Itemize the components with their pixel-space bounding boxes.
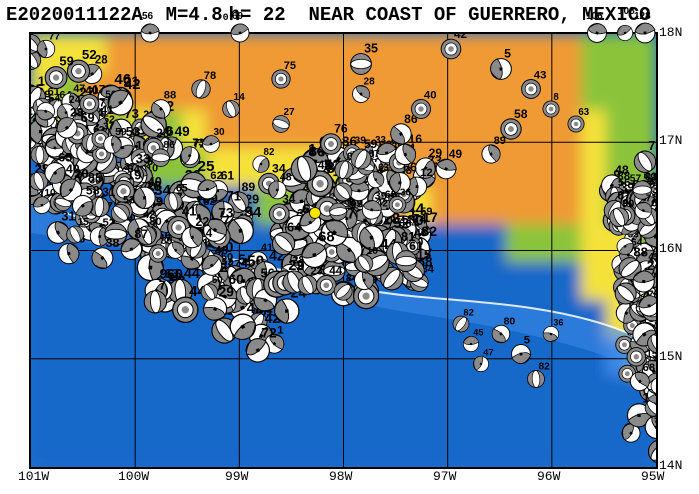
svg-text:82: 82 — [264, 147, 275, 158]
svg-text:88: 88 — [633, 245, 648, 260]
svg-text:29: 29 — [219, 285, 235, 300]
svg-text:48: 48 — [280, 171, 292, 183]
svg-text:73: 73 — [218, 206, 234, 221]
svg-text:73: 73 — [648, 139, 656, 153]
svg-text:75: 75 — [284, 60, 296, 72]
svg-text:68: 68 — [643, 362, 655, 374]
svg-text:40: 40 — [424, 90, 437, 102]
svg-text:42: 42 — [124, 77, 140, 93]
svg-text:40: 40 — [148, 174, 162, 189]
svg-text:53: 53 — [123, 194, 135, 206]
svg-text:36: 36 — [400, 188, 412, 199]
svg-text:68: 68 — [318, 230, 334, 246]
svg-text:43: 43 — [534, 70, 547, 82]
svg-text:31: 31 — [102, 186, 116, 199]
svg-text:10: 10 — [367, 246, 379, 257]
svg-text:71: 71 — [646, 193, 656, 204]
svg-text:47: 47 — [483, 348, 493, 358]
svg-text:49: 49 — [449, 147, 463, 161]
svg-text:52: 52 — [82, 47, 97, 62]
svg-text:71: 71 — [226, 188, 241, 203]
svg-text:87: 87 — [134, 227, 148, 241]
svg-text:54: 54 — [49, 93, 61, 105]
svg-text:29: 29 — [429, 146, 443, 160]
svg-text:20: 20 — [74, 166, 88, 181]
svg-text:106: 106 — [586, 11, 603, 22]
svg-text:36: 36 — [553, 318, 563, 328]
svg-text:54: 54 — [244, 204, 261, 221]
svg-text:65: 65 — [176, 183, 188, 195]
svg-text:19: 19 — [127, 167, 142, 182]
svg-text:89: 89 — [494, 135, 506, 147]
svg-text:24: 24 — [69, 94, 81, 106]
svg-text:83: 83 — [645, 171, 656, 183]
svg-text:90: 90 — [622, 198, 634, 210]
svg-text:59: 59 — [115, 126, 127, 138]
svg-text:46: 46 — [215, 244, 229, 258]
svg-text:59: 59 — [59, 54, 73, 69]
svg-text:86: 86 — [163, 139, 175, 151]
svg-text:28: 28 — [95, 54, 108, 66]
svg-text:30: 30 — [214, 127, 226, 138]
svg-text:82: 82 — [539, 362, 551, 373]
svg-text:24: 24 — [647, 259, 656, 273]
svg-text:39: 39 — [375, 191, 387, 203]
svg-text:49: 49 — [175, 124, 191, 139]
svg-text:12: 12 — [420, 167, 433, 179]
svg-text:27: 27 — [284, 107, 296, 118]
svg-text:64: 64 — [287, 219, 302, 234]
svg-text:5: 5 — [524, 335, 530, 347]
svg-text:61: 61 — [409, 239, 423, 253]
svg-text:69: 69 — [232, 11, 244, 22]
svg-text:37: 37 — [103, 121, 115, 132]
svg-text:88: 88 — [164, 90, 176, 102]
svg-text:44: 44 — [329, 265, 343, 278]
svg-text:14: 14 — [234, 92, 246, 103]
svg-text:22: 22 — [195, 215, 209, 229]
svg-text:5: 5 — [504, 47, 511, 61]
svg-text:15: 15 — [78, 217, 90, 228]
svg-text:48: 48 — [615, 163, 629, 177]
svg-text:82: 82 — [463, 307, 474, 318]
svg-text:78: 78 — [204, 70, 216, 82]
svg-text:80: 80 — [149, 216, 161, 228]
svg-text:10: 10 — [44, 188, 56, 199]
svg-text:41: 41 — [182, 203, 197, 218]
svg-text:28: 28 — [364, 77, 376, 88]
svg-text:8: 8 — [346, 273, 352, 285]
svg-text:8: 8 — [553, 92, 559, 103]
svg-text:1: 1 — [277, 324, 283, 336]
svg-text:108: 108 — [618, 6, 635, 17]
svg-text:128: 128 — [634, 11, 651, 22]
svg-text:62: 62 — [210, 170, 223, 182]
svg-text:63: 63 — [378, 163, 389, 174]
svg-text:58: 58 — [86, 183, 100, 197]
svg-text:56: 56 — [142, 11, 154, 22]
svg-text:7: 7 — [159, 278, 166, 293]
svg-text:45: 45 — [473, 328, 483, 338]
svg-text:39: 39 — [652, 284, 656, 298]
svg-text:65: 65 — [58, 151, 72, 165]
svg-text:89: 89 — [242, 180, 256, 194]
svg-text:28: 28 — [70, 106, 84, 120]
svg-text:59: 59 — [364, 137, 378, 151]
svg-text:58: 58 — [514, 107, 528, 121]
svg-text:50: 50 — [212, 275, 223, 286]
svg-text:17: 17 — [92, 84, 105, 96]
svg-text:38: 38 — [106, 236, 120, 250]
svg-text:76: 76 — [334, 122, 348, 136]
svg-text:63: 63 — [578, 107, 589, 118]
svg-text:53: 53 — [126, 125, 140, 139]
svg-text:80: 80 — [504, 315, 516, 327]
svg-text:72: 72 — [261, 325, 277, 341]
